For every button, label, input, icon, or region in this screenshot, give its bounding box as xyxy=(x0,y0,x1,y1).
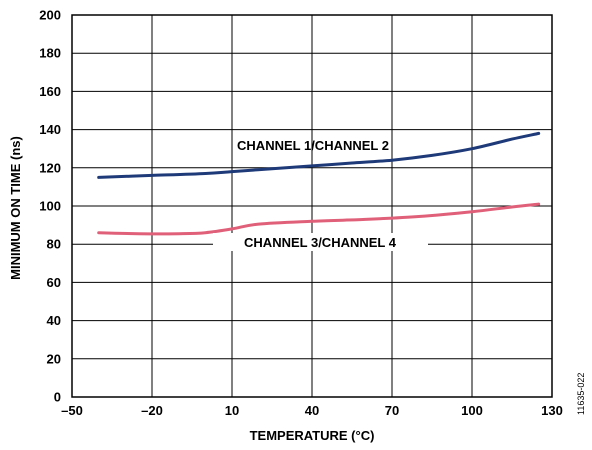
y-tick-label: 100 xyxy=(39,199,61,214)
y-tick-label: 40 xyxy=(47,313,61,328)
x-tick-label: 70 xyxy=(385,403,399,418)
series-label-2: CHANNEL 3/CHANNEL 4 xyxy=(244,235,397,250)
y-tick-label: 80 xyxy=(47,237,61,252)
plot-border xyxy=(71,14,553,398)
y-tick-label: 0 xyxy=(54,390,61,405)
series-labels: CHANNEL 1/CHANNEL 2 CHANNEL 3/CHANNEL 4 xyxy=(213,138,428,251)
series-layer xyxy=(97,131,541,236)
x-tick-label: –50 xyxy=(61,403,83,418)
x-tick-label: –20 xyxy=(141,403,163,418)
plot-frame xyxy=(71,14,553,398)
series-line-2 xyxy=(97,202,541,236)
y-tick-labels: 0 20 40 60 80 100 120 140 160 180 200 xyxy=(39,8,61,405)
figure-id: 11635-022 xyxy=(576,373,586,415)
series-label-1: CHANNEL 1/CHANNEL 2 xyxy=(237,138,389,153)
x-tick-label: 40 xyxy=(305,403,319,418)
y-axis-label: MINIMUM ON TIME (ns) xyxy=(8,136,23,280)
grid-lines xyxy=(72,15,552,397)
y-tick-label: 120 xyxy=(39,160,61,175)
x-tick-label: 100 xyxy=(461,403,483,418)
y-tick-label: 20 xyxy=(47,351,61,366)
y-tick-label: 60 xyxy=(47,275,61,290)
x-tick-labels: –50 –20 10 40 70 100 130 xyxy=(61,403,563,418)
series-label-2-background xyxy=(213,233,428,251)
y-tick-label: 180 xyxy=(39,46,61,61)
x-axis-label: TEMPERATURE (°C) xyxy=(250,428,375,443)
x-tick-label: 10 xyxy=(225,403,239,418)
y-tick-label: 140 xyxy=(39,122,61,137)
x-tick-label: 130 xyxy=(541,403,563,418)
y-tick-label: 160 xyxy=(39,84,61,99)
series-line-1 xyxy=(97,131,541,179)
y-tick-label: 200 xyxy=(39,8,61,23)
